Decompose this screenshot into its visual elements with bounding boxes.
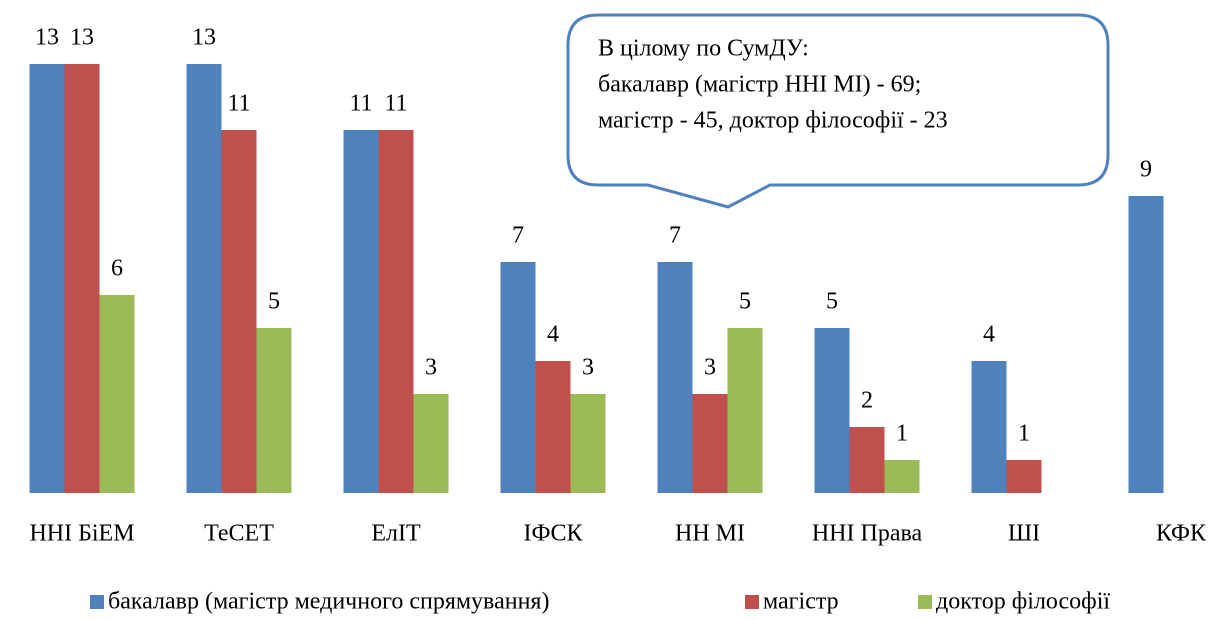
data-label: 2	[861, 388, 873, 414]
data-label: 7	[512, 223, 524, 249]
data-label: 3	[582, 355, 594, 381]
legend-swatch	[918, 595, 932, 609]
x-tick-label: ІФСК	[524, 521, 584, 547]
legend-label: магістр	[763, 589, 839, 615]
x-tick-label: ННІ Права	[812, 521, 923, 547]
bar	[971, 361, 1007, 493]
data-label: 3	[704, 355, 716, 381]
bar	[99, 295, 135, 493]
bar	[1006, 460, 1042, 493]
bar	[814, 328, 850, 493]
bar	[570, 394, 606, 493]
x-tick-label: ТеСЕТ	[204, 521, 274, 547]
data-label: 5	[826, 289, 838, 315]
data-label: 11	[227, 91, 250, 117]
data-label: 7	[669, 223, 681, 249]
bar	[29, 64, 65, 493]
data-label: 9	[1140, 157, 1152, 183]
bar	[535, 361, 571, 493]
bar	[256, 328, 292, 493]
bar	[64, 64, 100, 493]
bar	[1128, 196, 1164, 493]
bar	[657, 262, 693, 493]
callout	[566, 13, 1110, 209]
data-label: 13	[35, 25, 59, 51]
annotation: В цілому по СумДУ:	[598, 36, 809, 62]
data-label: 5	[268, 289, 280, 315]
legend-swatch	[745, 595, 759, 609]
data-label: 3	[425, 355, 437, 381]
bar	[378, 130, 414, 493]
data-label: 6	[111, 256, 123, 282]
legend-label: доктор філософії	[936, 589, 1110, 615]
data-label: 5	[739, 289, 751, 315]
bar	[186, 64, 222, 493]
data-label: 4	[547, 322, 559, 348]
data-label: 11	[384, 91, 407, 117]
x-tick-label: КФК	[1156, 521, 1207, 547]
data-label: 13	[192, 25, 216, 51]
bar	[413, 394, 449, 493]
bar	[221, 130, 257, 493]
bar	[884, 460, 920, 493]
data-label: 1	[896, 421, 908, 447]
bar	[500, 262, 536, 493]
data-label: 4	[983, 322, 995, 348]
x-tick-label: ШІ	[1008, 521, 1040, 547]
data-label: 1	[1018, 421, 1030, 447]
bar	[849, 427, 885, 493]
bar	[727, 328, 763, 493]
x-tick-label: НН МІ	[675, 521, 745, 547]
annotation: бакалавр (магістр ННІ МІ) - 69;	[598, 72, 921, 98]
x-tick-label: ЕлІТ	[371, 521, 421, 547]
data-label: 11	[349, 91, 372, 117]
annotation: магістр - 45, доктор філософії - 23	[598, 108, 948, 134]
bar	[343, 130, 379, 493]
x-tick-label: ННІ БіЕМ	[29, 521, 134, 547]
legend-label: бакалавр (магістр медичного спрямування)	[108, 589, 549, 615]
bar	[692, 394, 728, 493]
data-label: 13	[70, 25, 94, 51]
legend-swatch	[90, 595, 104, 609]
